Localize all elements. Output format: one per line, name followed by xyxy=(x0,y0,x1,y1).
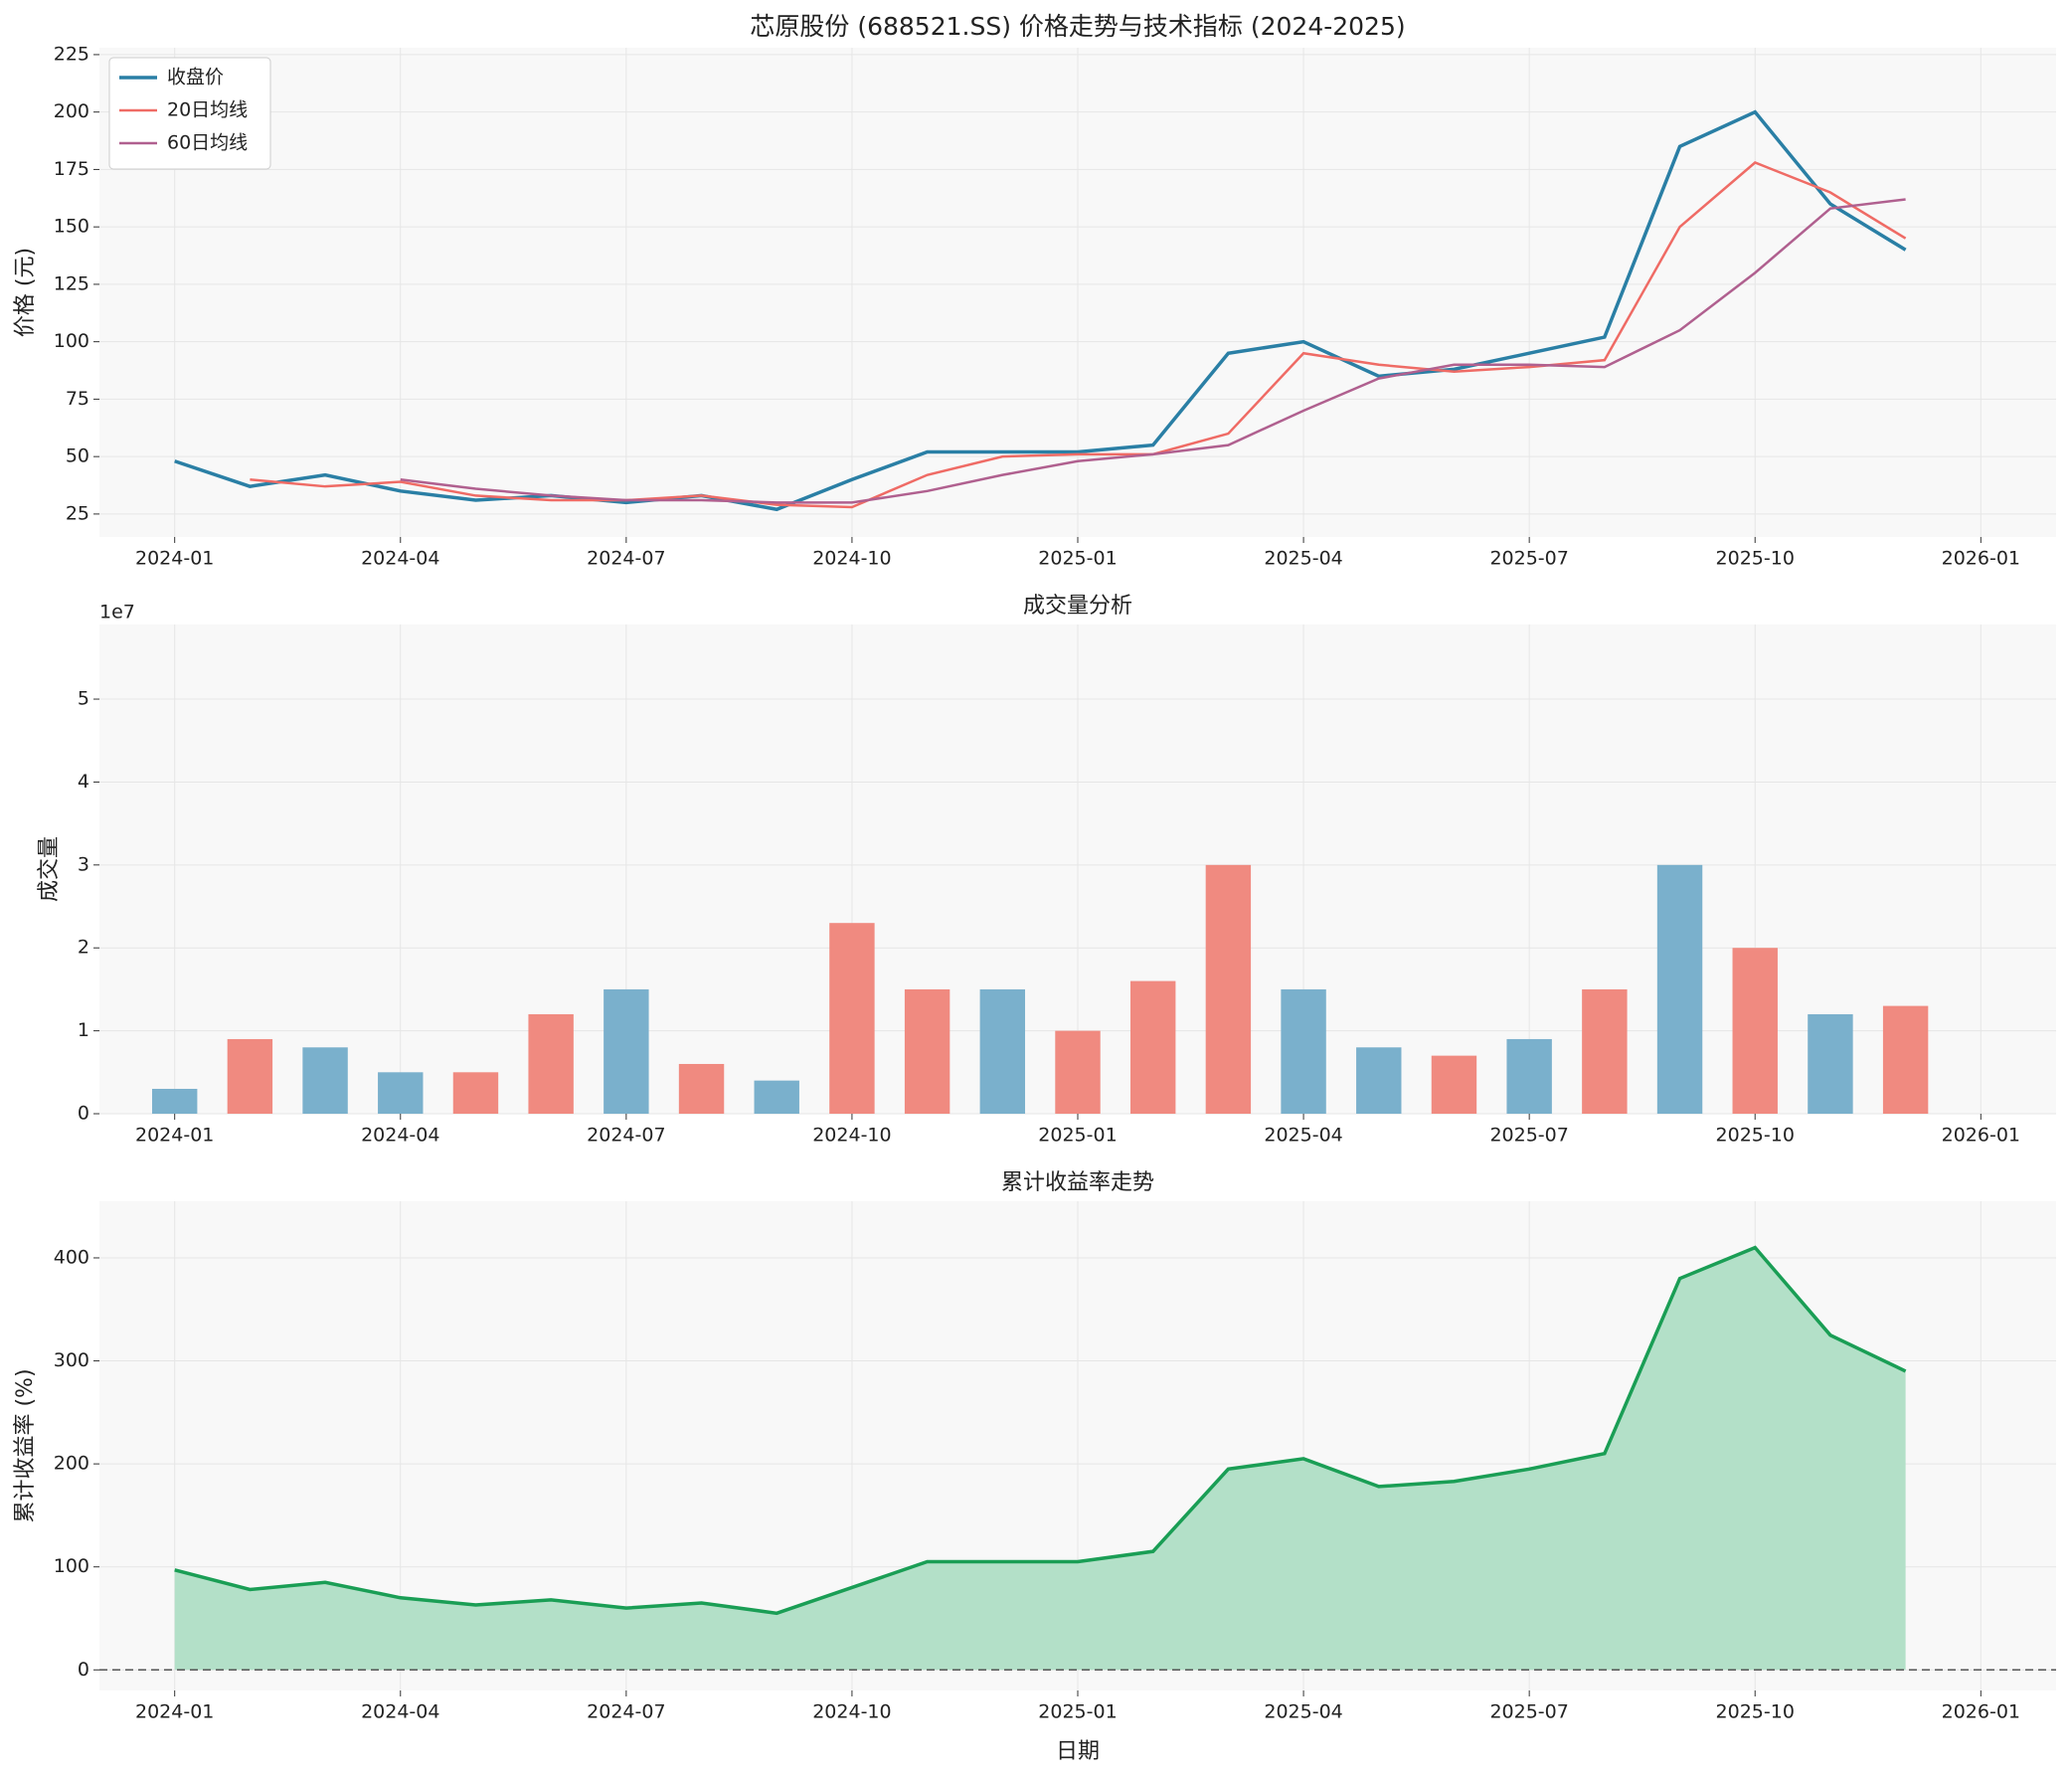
x-tick-label: 2024-07 xyxy=(587,1701,665,1723)
x-tick-label: 2026-01 xyxy=(1942,1125,2020,1147)
x-tick-label: 2024-04 xyxy=(361,1125,439,1147)
y-tick-label: 200 xyxy=(54,1453,89,1475)
y-axis-label: 成交量 xyxy=(37,836,62,902)
legend: 收盘价 20日均线 60日均线 xyxy=(108,57,271,170)
legend-label: 收盘价 xyxy=(167,67,224,89)
bar xyxy=(452,1072,499,1114)
bar xyxy=(1808,1013,1853,1114)
bar xyxy=(979,988,1026,1114)
y-tick-label: 150 xyxy=(54,216,89,238)
x-tick-label: 2024-01 xyxy=(135,1125,214,1147)
y-axis-label: 价格 (元) xyxy=(13,248,38,337)
chart-title: 芯原股份 (688521.SS) 价格走势与技术指标 (2024-2025) xyxy=(750,12,1405,41)
x-tick-label: 2025-01 xyxy=(1038,1701,1117,1723)
legend-label: 20日均线 xyxy=(167,99,248,121)
x-tick-label: 2024-10 xyxy=(812,1701,891,1723)
bar xyxy=(1129,980,1176,1114)
bar xyxy=(227,1038,273,1114)
x-tick-label: 2024-10 xyxy=(812,548,891,570)
y-tick-label: 0 xyxy=(78,1659,89,1681)
x-tick-label: 2025-01 xyxy=(1038,548,1117,570)
bar xyxy=(1431,1055,1477,1114)
x-tick-label: 2024-07 xyxy=(587,548,665,570)
y-tick-label: 225 xyxy=(54,43,89,65)
y-tick-label: 3 xyxy=(78,853,89,875)
x-tick-label: 2024-01 xyxy=(135,1701,214,1723)
y-tick-label: 0 xyxy=(78,1103,89,1125)
x-tick-label: 2025-07 xyxy=(1489,548,1568,570)
bar xyxy=(1205,864,1252,1114)
bar xyxy=(904,988,950,1114)
bar xyxy=(528,1013,574,1114)
x-tick-label: 2024-04 xyxy=(361,548,439,570)
y-tick-label: 100 xyxy=(54,1555,89,1577)
x-tick-label: 2025-10 xyxy=(1716,1125,1795,1147)
bar xyxy=(1506,1038,1552,1114)
y-tick-label: 300 xyxy=(54,1349,89,1371)
x-tick-label: 2025-10 xyxy=(1716,1701,1795,1723)
x-tick-label: 2025-04 xyxy=(1264,548,1342,570)
x-tick-label: 2026-01 xyxy=(1942,1701,2020,1723)
bar xyxy=(151,1088,198,1114)
x-tick-label: 2024-07 xyxy=(587,1125,665,1147)
chart-title: 累计收益率走势 xyxy=(1001,1170,1154,1195)
bar xyxy=(302,1047,348,1114)
x-tick-label: 2024-10 xyxy=(812,1125,891,1147)
x-tick-label: 2024-04 xyxy=(361,1701,439,1723)
legend-label: 60日均线 xyxy=(167,132,248,154)
bar xyxy=(1356,1047,1402,1114)
y-tick-label: 175 xyxy=(54,158,89,180)
bar xyxy=(1055,1030,1101,1114)
line xyxy=(400,198,1906,504)
y-tick-label: 100 xyxy=(54,330,89,352)
y-tick-label: 2 xyxy=(78,937,89,959)
line xyxy=(174,1245,1907,1616)
offset-label: 1e7 xyxy=(99,602,135,623)
bar xyxy=(754,1080,799,1114)
x-tick-label: 2025-10 xyxy=(1716,548,1795,570)
bar xyxy=(1582,988,1628,1114)
x-tick-label: 2025-01 xyxy=(1038,1125,1117,1147)
x-tick-label: 2025-07 xyxy=(1489,1125,1568,1147)
legend-box xyxy=(108,57,271,170)
y-tick-label: 1 xyxy=(78,1019,89,1041)
x-tick-label: 2025-07 xyxy=(1489,1701,1568,1723)
y-tick-label: 125 xyxy=(54,272,89,294)
x-tick-label: 2026-01 xyxy=(1942,548,2020,570)
y-tick-label: 5 xyxy=(78,688,89,710)
bar xyxy=(678,1063,725,1114)
bar xyxy=(1281,988,1326,1114)
y-tick-label: 25 xyxy=(66,502,89,524)
chart-title: 成交量分析 xyxy=(1023,594,1132,619)
line xyxy=(174,109,1907,512)
x-tick-label: 2025-04 xyxy=(1264,1701,1342,1723)
bar xyxy=(829,923,875,1114)
bar xyxy=(378,1072,424,1114)
y-axis-label: 累计收益率 (%) xyxy=(13,1368,38,1522)
bar xyxy=(1732,948,1778,1114)
x-axis-label: 日期 xyxy=(1056,1739,1100,1764)
bar xyxy=(1656,864,1703,1114)
y-tick-label: 200 xyxy=(54,100,89,122)
y-tick-label: 75 xyxy=(66,388,89,410)
x-tick-label: 2025-04 xyxy=(1264,1125,1342,1147)
y-tick-label: 4 xyxy=(78,771,89,793)
line xyxy=(250,161,1907,509)
y-tick-label: 50 xyxy=(66,445,89,467)
bar xyxy=(604,988,649,1114)
bar xyxy=(1882,1005,1929,1114)
area xyxy=(174,1247,1906,1671)
x-tick-label: 2024-01 xyxy=(135,548,214,570)
y-tick-label: 400 xyxy=(54,1246,89,1268)
